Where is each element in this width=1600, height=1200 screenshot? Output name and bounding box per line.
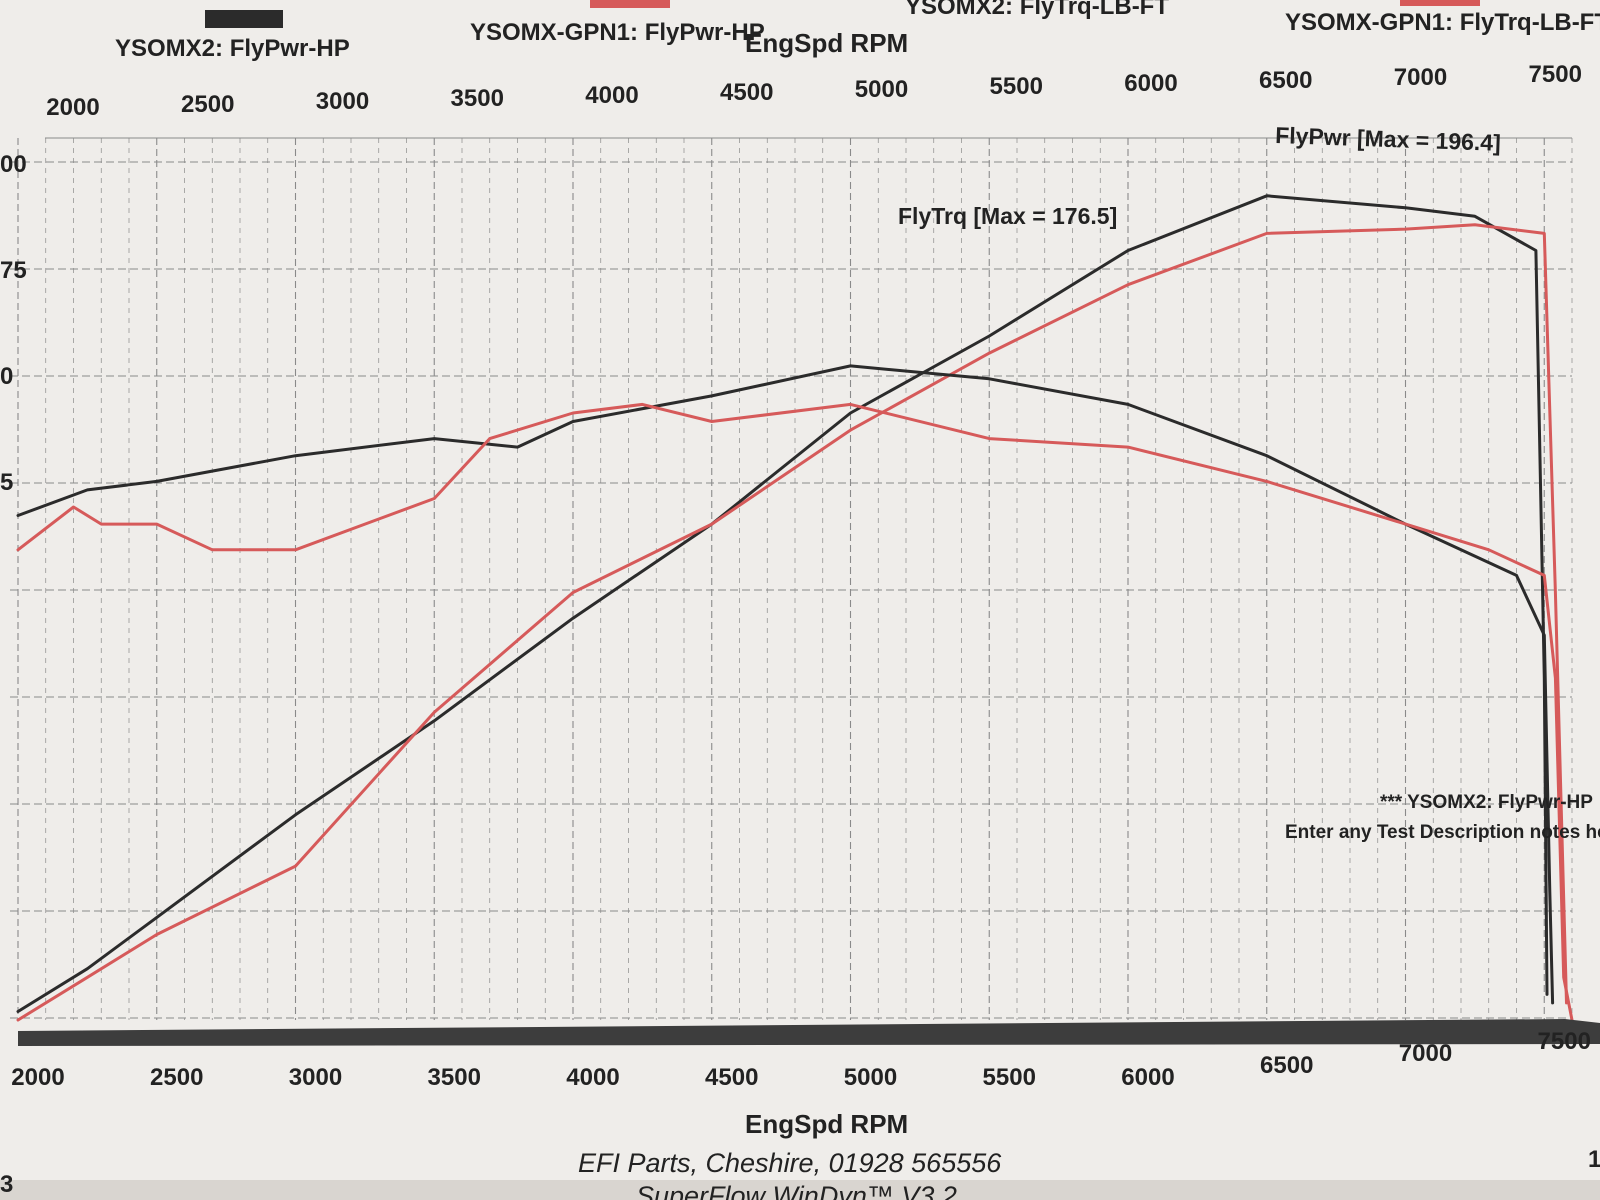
bottom-axis-tick-label: 4000 — [566, 1064, 619, 1091]
left-axis-ticks: 00 75 0 5 — [0, 151, 27, 496]
top-axis-tick-label: 2000 — [46, 94, 99, 121]
bottom-axis-tick-label: 5000 — [844, 1064, 897, 1091]
series-line-0 — [16, 194, 1549, 1013]
bottom-axis-tick-label: 3000 — [289, 1064, 342, 1091]
test-notes-header: *** YSOMX2: FlyPwr-HP — [1380, 792, 1593, 813]
top-axis-tick-label: 4500 — [720, 79, 773, 106]
footer-software: SuperFlow WinDyn™ V3.2 — [636, 1181, 957, 1200]
bottom-axis-tick-label: 6000 — [1121, 1064, 1174, 1091]
test-notes-description: Enter any Test Description notes here — [1285, 822, 1600, 843]
top-axis-ticks: 2000 2500 3000 3500 4000 4500 5000 5500 6000 6500… — [46, 61, 1582, 121]
bottom-axis-tick-label: 2500 — [150, 1064, 203, 1091]
bottom-axis-tick-label: 2000 — [11, 1064, 64, 1091]
top-axis-tick-label: 5000 — [855, 76, 908, 103]
baseline-bar — [18, 1019, 1600, 1046]
legend-label-gpn1-power: YSOMX-GPN1: FlyPwr-HP — [470, 19, 765, 46]
top-axis-tick-label: 3000 — [316, 88, 369, 115]
torque-max-annotation: FlyTrq [Max = 176.5] — [898, 203, 1117, 229]
top-axis-tick-label: 7500 — [1529, 61, 1582, 88]
top-axis-tick-label: 7000 — [1394, 64, 1447, 91]
series-line-1 — [16, 223, 1568, 1022]
series-line-3 — [16, 402, 1574, 1022]
bottom-axis-tick-label: 6500 — [1260, 1052, 1313, 1079]
legend: YSOMX2: FlyPwr-HP YSOMX-GPN1: FlyPwr-HP … — [115, 0, 1600, 62]
bottom-axis-tick-label: 4500 — [705, 1064, 758, 1091]
legend-label-gpn1-torque: YSOMX-GPN1: FlyTrq-LB-FT — [1285, 9, 1600, 36]
legend-label-ysomx2-power: YSOMX2: FlyPwr-HP — [115, 35, 350, 62]
top-axis-tick-label: 2500 — [181, 91, 234, 118]
left-axis-tick-label: 5 — [0, 469, 13, 496]
left-axis-tick-label: 00 — [0, 151, 27, 178]
top-axis-tick-label: 6500 — [1259, 67, 1312, 94]
bottom-axis-tick-label: 7500 — [1538, 1028, 1591, 1055]
series-line-2 — [16, 364, 1555, 1005]
right-edge-mark: 1 — [1588, 1146, 1600, 1173]
top-axis-tick-label: 3500 — [451, 85, 504, 112]
bottom-axis-tick-label: 7000 — [1399, 1040, 1452, 1067]
top-axis-title: EngSpd RPM — [745, 28, 908, 58]
left-edge-mark: 3 — [0, 1171, 13, 1198]
left-axis-tick-label: 75 — [0, 257, 27, 284]
footer-company: EFI Parts, Cheshire, 01928 565556 — [578, 1148, 1002, 1178]
bottom-axis-ticks: 2000 2500 3000 3500 4000 4500 5000 5500 6000 6500… — [11, 1028, 1591, 1091]
bottom-axis-tick-label: 3500 — [428, 1064, 481, 1091]
bottom-axis-title: EngSpd RPM — [745, 1109, 908, 1139]
legend-swatch-ysomx2-power — [205, 10, 283, 28]
grid — [10, 137, 1573, 1020]
top-axis-tick-label: 5500 — [990, 73, 1043, 100]
top-axis-tick-label: 6000 — [1124, 70, 1177, 97]
legend-swatch-gpn1-power — [590, 0, 670, 8]
top-axis-tick-label: 4000 — [585, 82, 638, 109]
legend-swatch-gpn1-torque — [1400, 0, 1480, 6]
left-axis-tick-label: 0 — [0, 363, 13, 390]
series-layer — [16, 194, 1574, 1022]
legend-label-ysomx2-torque: YSOMX2: FlyTrq-LB-FT — [905, 0, 1169, 20]
bottom-axis-tick-label: 5500 — [983, 1064, 1036, 1091]
